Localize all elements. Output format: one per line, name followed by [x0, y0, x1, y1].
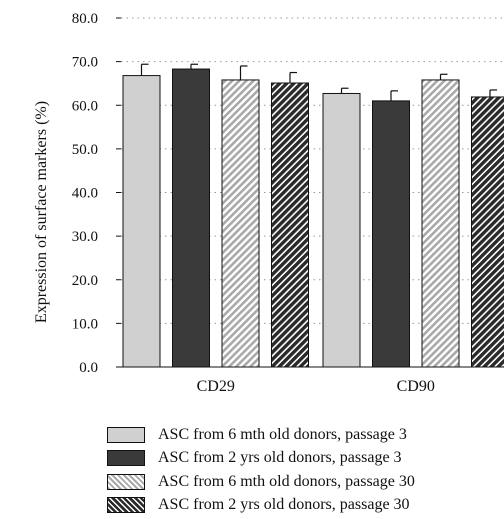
legend-label: ASC from 6 mth old donors, passage 30	[158, 472, 415, 490]
bar	[471, 96, 504, 368]
y-tick-label: 40.0	[72, 186, 98, 202]
y-axis-title: Expression of surface markers (%)	[33, 101, 50, 323]
x-axis-categories: CD29 CD90	[197, 378, 435, 395]
bar	[421, 79, 460, 368]
y-tick-label: 20.0	[72, 273, 98, 289]
bar	[372, 100, 410, 368]
legend-label: ASC from 2 yrs old donors, passage 3	[158, 449, 402, 467]
y-tick-label: 60.0	[72, 98, 98, 114]
legend-swatch	[107, 473, 145, 490]
y-axis-ticks: 0.0 10.0 20.0 30.0 40.0 50.0 60.0 70.0 80.0	[72, 11, 121, 376]
bar	[221, 79, 260, 368]
legend-swatch	[107, 450, 145, 467]
bar	[271, 82, 309, 368]
legend-label: ASC from 6 mth old donors, passage 3	[158, 425, 407, 443]
bar	[322, 92, 361, 368]
y-tick-label: 0.0	[79, 360, 98, 376]
legend-item: ASC from 6 mth old donors, passage 3	[107, 423, 502, 447]
legend-swatch	[107, 497, 145, 514]
y-tick-label: 50.0	[72, 142, 98, 158]
legend-item: ASC from 6 mth old donors, passage 30	[107, 470, 502, 494]
legend: ASC from 6 mth old donors, passage 3 ASC …	[107, 423, 502, 517]
category-label: CD90	[397, 378, 435, 395]
legend-item: ASC from 2 yrs old donors, passage 3	[107, 447, 502, 471]
error-bars	[140, 63, 497, 101]
legend-swatch	[107, 426, 145, 443]
legend-label: ASC from 2 yrs old donors, passage 30	[158, 496, 410, 514]
bar	[122, 75, 161, 368]
bar	[172, 68, 210, 368]
bars	[122, 68, 504, 368]
y-tick-label: 30.0	[72, 229, 98, 245]
y-tick-label: 80.0	[72, 11, 98, 27]
y-tick-label: 10.0	[72, 316, 98, 332]
legend-item: ASC from 2 yrs old donors, passage 30	[107, 494, 502, 518]
bar-chart: Expression of surface markers (%) 0.0 10.…	[33, 11, 504, 395]
category-label: CD29	[197, 378, 235, 395]
y-tick-label: 70.0	[72, 55, 98, 71]
